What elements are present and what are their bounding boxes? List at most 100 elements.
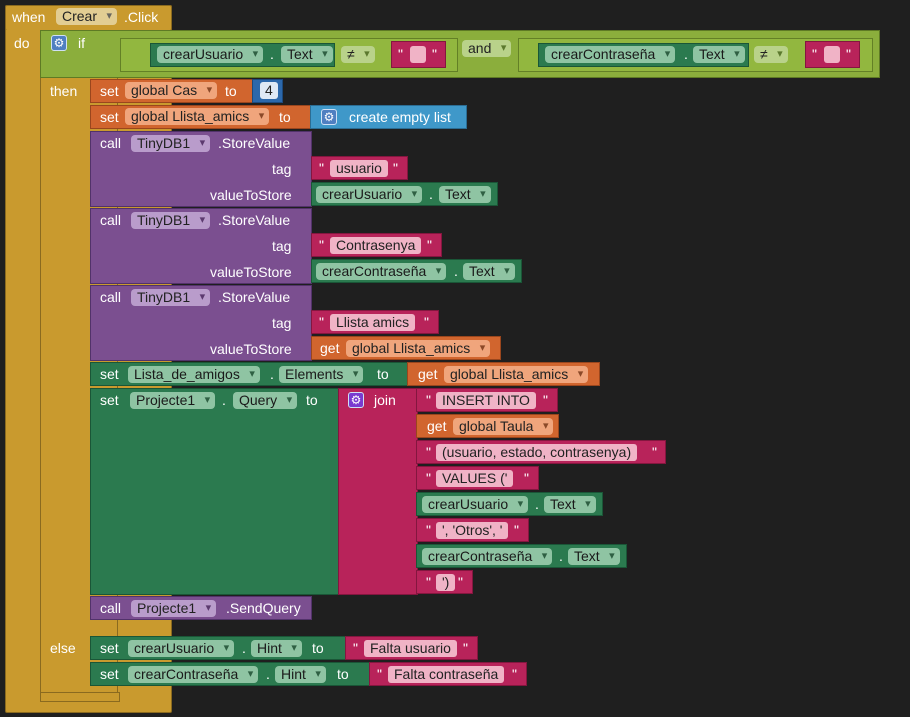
empty-text-value-1[interactable] (410, 46, 426, 63)
set-keyword: set (100, 109, 119, 125)
hint2-value[interactable]: Falta contraseña (388, 666, 505, 683)
set-keyword: set (100, 83, 119, 99)
number-value[interactable]: 4 (260, 82, 278, 99)
quote-right: " (514, 522, 519, 538)
store2-component-dropdown[interactable]: TinyDB1 (131, 212, 211, 229)
cond2-property-dropdown[interactable]: Text (693, 46, 745, 63)
hint1-value[interactable]: Falta usuario (364, 640, 457, 657)
dot-separator: . (429, 186, 433, 202)
hint2-property-dropdown[interactable]: Hint (275, 666, 326, 683)
dot-separator: . (242, 640, 246, 656)
quote-right: " (393, 160, 398, 176)
quote-right: " (424, 314, 429, 330)
get-keyword: get (418, 366, 438, 382)
set-keyword: set (100, 640, 119, 656)
join-part-6-value[interactable]: ', 'Otros', ' (436, 522, 509, 539)
elements-property-dropdown[interactable]: Elements (279, 366, 364, 383)
to-keyword: to (377, 366, 389, 382)
store3-variable-dropdown[interactable]: global Llista_amics (346, 340, 491, 357)
elements-component-dropdown[interactable]: Lista_de_amigos (128, 366, 260, 383)
store2-tag-value[interactable]: Contrasenya (330, 237, 422, 254)
dot-separator: . (266, 666, 270, 682)
hint1-component-dropdown[interactable]: crearUsuario (128, 640, 235, 657)
join-part-2-variable-dropdown[interactable]: global Taula (453, 418, 554, 435)
join-part-4-value[interactable]: VALUES (' (436, 470, 514, 487)
event-component-dropdown[interactable]: Crear (56, 8, 118, 25)
store2-value-property-dropdown[interactable]: Text (463, 263, 515, 280)
query-component-dropdown[interactable]: Projecte1 (130, 392, 216, 409)
quote-left: " (319, 237, 324, 253)
cond1-property-dropdown[interactable]: Text (281, 46, 333, 63)
join-part-7-property-dropdown[interactable]: Text (568, 548, 620, 565)
empty-text-value-2[interactable] (824, 46, 840, 63)
call-keyword: call (100, 289, 122, 305)
sendquery-component-dropdown[interactable]: Projecte1 (131, 600, 217, 617)
tag-label: tag (272, 161, 292, 177)
to-keyword: to (337, 666, 349, 682)
store1-value-property-dropdown[interactable]: Text (439, 186, 491, 203)
sendquery-method: .SendQuery (226, 600, 301, 616)
store1-tag-value[interactable]: usuario (330, 160, 388, 177)
store3-tag-value[interactable]: Llista amics (330, 314, 416, 331)
and-operator-dropdown[interactable]: and (462, 40, 512, 57)
then-keyword: then (50, 83, 78, 99)
get-keyword: get (427, 418, 447, 434)
hint2-component-dropdown[interactable]: crearContraseña (128, 666, 259, 683)
tag-label: tag (272, 238, 292, 254)
join-part-5-property-dropdown[interactable]: Text (544, 496, 596, 513)
store1-component-dropdown[interactable]: TinyDB1 (131, 135, 211, 152)
set-projecte-query-block[interactable] (90, 388, 340, 595)
cond2-component-dropdown[interactable]: crearContraseña (545, 46, 676, 63)
quote-left: " (812, 46, 817, 62)
elements-variable-dropdown[interactable]: global Llista_amics (444, 366, 589, 383)
neq-operator-dropdown-1[interactable]: ≠ (341, 46, 375, 63)
neq-operator-dropdown-2[interactable]: ≠ (754, 46, 788, 63)
event-name: .Click (124, 9, 159, 25)
join-mutator-gear-icon[interactable]: ⚙ (348, 392, 364, 408)
dot-separator: . (270, 366, 274, 382)
quote-right: " (463, 640, 468, 656)
join-part-3-value[interactable]: (usuario, estado, contrasenya) (436, 444, 638, 461)
quote-left: " (426, 574, 431, 590)
join-part-7-component-dropdown[interactable]: crearContraseña (422, 548, 553, 565)
dot-separator: . (270, 46, 274, 62)
quote-left: " (353, 640, 358, 656)
quote-left: " (426, 392, 431, 408)
to-keyword: to (279, 109, 291, 125)
value-to-store-label: valueToStore (210, 341, 292, 357)
quote-right: " (432, 46, 437, 62)
get-keyword: get (320, 340, 340, 356)
set-keyword: set (100, 666, 119, 682)
quote-left: " (319, 314, 324, 330)
join-block[interactable] (338, 388, 418, 595)
join-keyword: join (374, 392, 396, 408)
store3-component-dropdown[interactable]: TinyDB1 (131, 289, 211, 306)
cond1-component-dropdown[interactable]: crearUsuario (157, 46, 264, 63)
mutator-gear-icon[interactable]: ⚙ (51, 35, 67, 51)
store2-value-component-dropdown[interactable]: crearContraseña (316, 263, 447, 280)
query-property-dropdown[interactable]: Query (233, 392, 298, 409)
set-llista-variable-dropdown[interactable]: global Llista_amics (125, 108, 270, 125)
quote-left: " (319, 160, 324, 176)
dot-separator: . (684, 46, 688, 62)
join-part-5-component-dropdown[interactable]: crearUsuario (422, 496, 529, 513)
quote-right: " (543, 392, 548, 408)
set-keyword: set (100, 366, 119, 382)
call-keyword: call (100, 135, 122, 151)
call-keyword: call (100, 212, 122, 228)
hint1-property-dropdown[interactable]: Hint (251, 640, 302, 657)
quote-left: " (426, 444, 431, 460)
quote-left: " (398, 46, 403, 62)
set-cas-variable-dropdown[interactable]: global Cas (125, 82, 218, 99)
quote-right: " (524, 470, 529, 486)
quote-right: " (846, 46, 851, 62)
when-keyword: when (12, 9, 46, 25)
list-mutator-gear-icon[interactable]: ⚙ (321, 109, 337, 125)
dot-separator: . (559, 548, 563, 564)
quote-left: " (377, 666, 382, 682)
join-part-8-value[interactable]: ') (436, 574, 456, 591)
quote-right: " (427, 237, 432, 253)
quote-right: " (652, 444, 657, 460)
join-part-1-value[interactable]: INSERT INTO (436, 392, 536, 409)
store1-value-component-dropdown[interactable]: crearUsuario (316, 186, 423, 203)
